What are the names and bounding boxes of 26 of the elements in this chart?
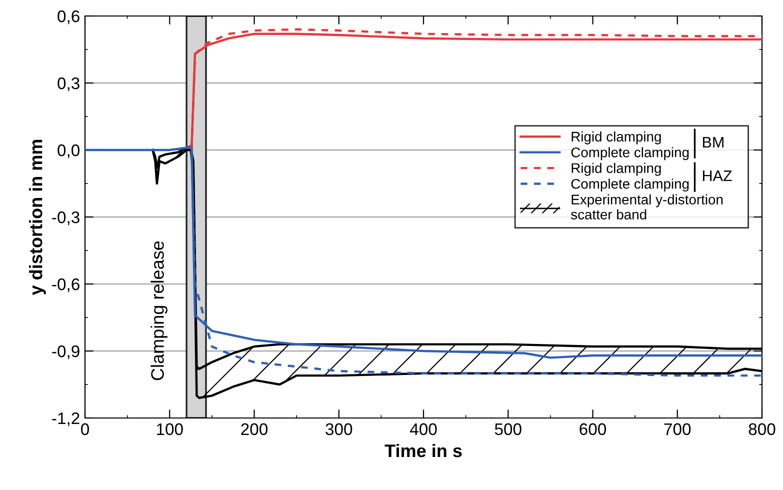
legend-label: Rigid clamping <box>572 131 661 144</box>
band-label: Clamping release <box>150 241 168 380</box>
annotation: BM <box>703 136 724 148</box>
y-axis-title: y distortion in mm <box>29 140 46 296</box>
x-tick-label: 300 <box>326 423 352 436</box>
y-tick-label: 0,6 <box>58 10 80 24</box>
y-tick-label: 0,3 <box>58 77 80 92</box>
legend-label: Complete clamping <box>571 147 689 160</box>
x-tick-label: 600 <box>580 423 606 436</box>
legend-label: Experimental y-distortion scatter band <box>571 194 723 220</box>
y-tick-label: 0,0 <box>58 144 80 158</box>
x-tick-label: 800 <box>748 423 776 436</box>
legend-label: Rigid clamping <box>572 162 661 176</box>
legend-label: Complete clamping <box>571 178 689 192</box>
y-tick-label: -0,9 <box>52 345 80 360</box>
x-tick-label: 700 <box>664 423 691 436</box>
x-tick-label: 500 <box>494 423 522 436</box>
y-tick-label: -1,2 <box>52 412 80 426</box>
y-tick-label: -0,6 <box>52 278 80 292</box>
x-axis-title: Time in s <box>384 444 462 458</box>
x-tick-label: 0 <box>81 423 89 436</box>
x-tick-label: 400 <box>410 423 437 436</box>
x-tick-label: 100 <box>156 423 183 436</box>
annotation: HAZ <box>703 170 732 182</box>
y-tick-label: -0,3 <box>52 211 80 226</box>
x-tick-label: 200 <box>241 423 268 436</box>
